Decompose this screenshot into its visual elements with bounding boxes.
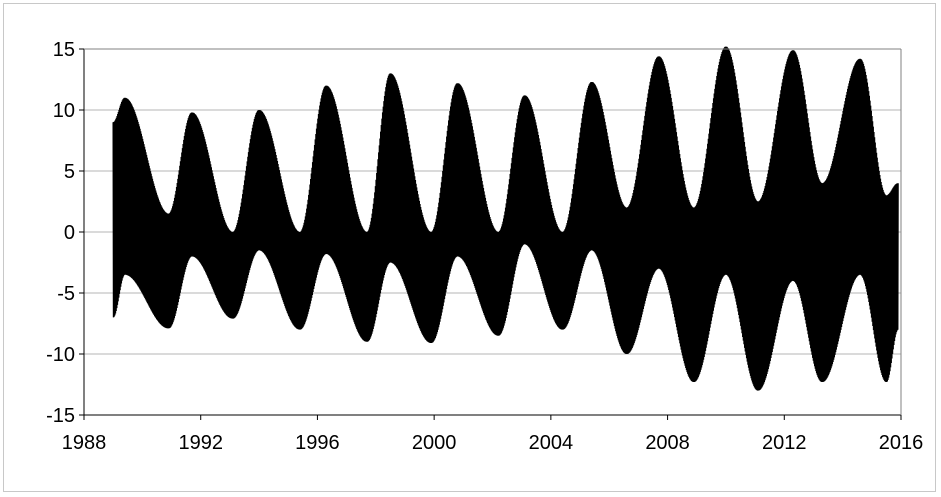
series-envelope: [113, 51, 899, 386]
y-tick-label: 0: [64, 222, 75, 244]
y-tick-label: -10: [46, 344, 75, 366]
chart-svg: 15 10 5 0 -5 -10 -15 1988 1992 1996 2000 2004 2008 20…: [46, 39, 923, 454]
x-tick-label: 2000: [412, 432, 457, 454]
x-tick-label: 1992: [178, 432, 223, 454]
label-layer: 15 10 5 0 -5 -10 -15 1988 1992 1996 2000 2004 2008 20…: [46, 39, 923, 454]
x-tick-label: 2016: [879, 432, 924, 454]
y-tick-label: -15: [46, 405, 75, 427]
y-tick-label: 5: [64, 161, 75, 183]
x-tick-label: 1988: [62, 432, 107, 454]
series-line: [112, 46, 899, 391]
series-layer: [112, 46, 899, 391]
chart-frame: 15 10 5 0 -5 -10 -15 1988 1992 1996 2000 2004 2008 20…: [3, 3, 936, 492]
y-tick-label: 15: [53, 39, 75, 61]
x-tick-label: 1996: [295, 432, 340, 454]
x-tick-label: 2004: [529, 432, 574, 454]
y-tick-label: -5: [57, 283, 75, 305]
axis-layer: [79, 48, 902, 420]
x-tick-label: 2012: [762, 432, 807, 454]
x-tick-label: 2008: [645, 432, 690, 454]
y-tick-label: 10: [53, 100, 75, 122]
